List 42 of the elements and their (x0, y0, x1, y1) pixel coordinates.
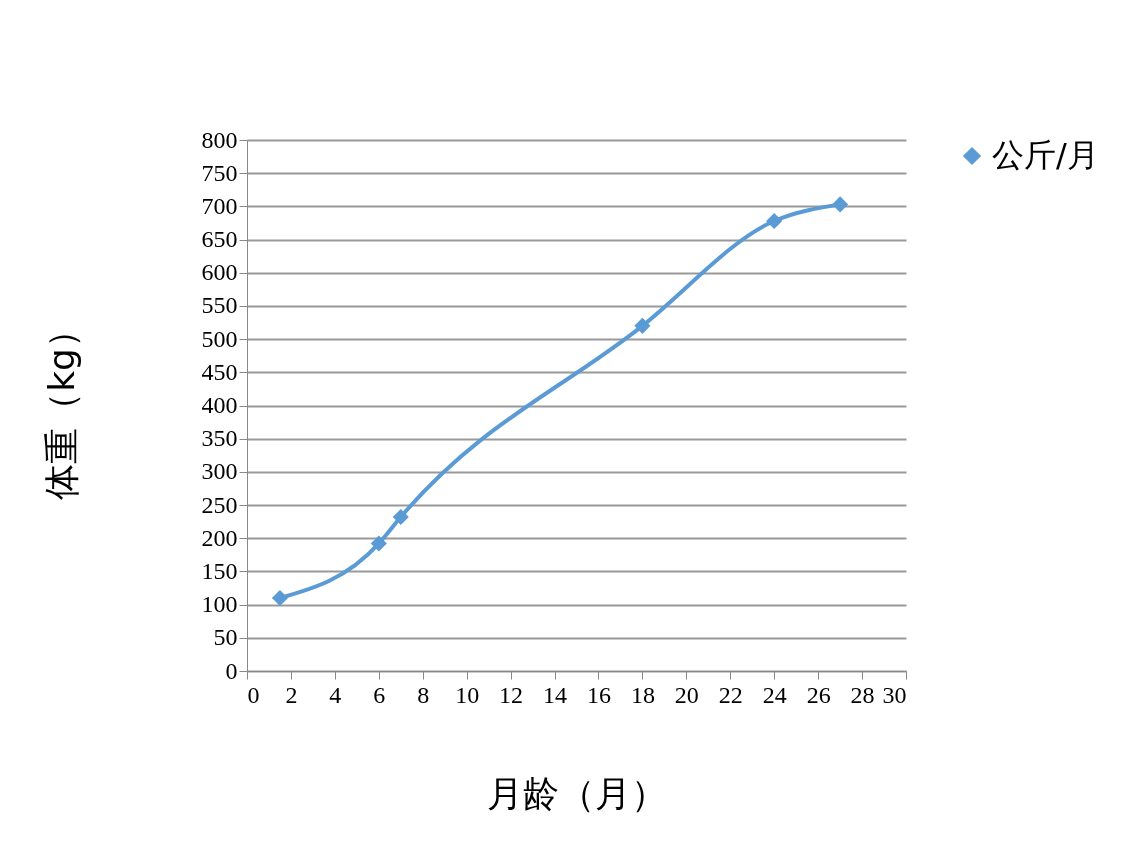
y-tick-label: 550 (201, 292, 238, 319)
y-tick-label: 800 (201, 126, 238, 153)
y-tick-label: 0 (225, 657, 238, 684)
x-tick-label: 2 (285, 681, 298, 708)
y-tick-label: 750 (201, 159, 238, 186)
x-tick-label: 0 (247, 681, 260, 708)
y-axis-title: 体重（kg） (40, 312, 82, 500)
legend-label: 公斤/月 (992, 136, 1099, 174)
y-tick-label: 500 (201, 325, 238, 352)
y-tick-label: 650 (201, 226, 238, 253)
x-tick-label: 8 (417, 681, 430, 708)
y-tick-label: 150 (201, 557, 238, 584)
point (832, 196, 849, 213)
point (766, 212, 783, 230)
y-tick-label: 400 (201, 392, 238, 418)
x-tick-label: 22 (718, 681, 743, 708)
point (271, 589, 289, 607)
y-tick-label: 350 (201, 425, 238, 452)
y-tick-label: 450 (201, 358, 238, 385)
x-tick-label: 4 (329, 681, 342, 708)
y-tick-label: 100 (201, 591, 238, 618)
y-tick-label: 300 (201, 458, 238, 485)
y-tick-label: 600 (201, 259, 238, 286)
x-tick-label: 30 (882, 681, 907, 708)
x-tick-label: 14 (543, 681, 568, 708)
x-tick-label: 28 (850, 681, 875, 708)
x-tick-label: 6 (373, 681, 386, 708)
y-tick-label: 250 (201, 491, 238, 518)
y-tick-label: 700 (201, 192, 238, 219)
y-tick-label: 200 (201, 524, 238, 551)
point (634, 317, 651, 334)
x-tick-label: 20 (674, 681, 699, 708)
x-tick-label: 10 (455, 681, 480, 708)
x-tick-label: 16 (586, 681, 611, 708)
y-tick-label: 50 (213, 624, 238, 651)
x-tick-label: 24 (762, 681, 787, 708)
point (392, 508, 409, 526)
x-axis-title: 月龄（月） (487, 772, 667, 814)
x-tick-label: 26 (806, 681, 831, 708)
point (370, 535, 387, 552)
x-tick-label: 18 (630, 681, 655, 708)
x-tick-label: 12 (499, 681, 524, 708)
